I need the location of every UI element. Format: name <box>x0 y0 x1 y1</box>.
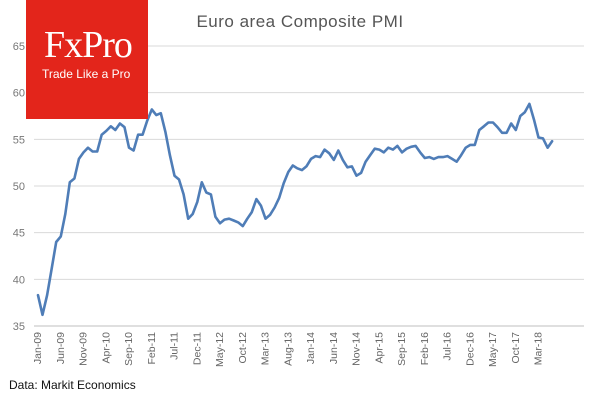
x-tick-label: Dec-16 <box>464 332 476 366</box>
y-tick-label: 35 <box>13 321 25 333</box>
x-tick-label: May-12 <box>214 332 226 367</box>
x-tick-label: Mar-13 <box>260 332 272 365</box>
x-tick-label: Jan-09 <box>32 332 44 364</box>
series-line-composite-pmi <box>36 102 554 317</box>
chart-title: Euro area Composite PMI <box>196 12 404 31</box>
x-tick-label: Sep-15 <box>396 332 408 366</box>
x-tick-label: Jan-14 <box>305 332 317 364</box>
x-tick-label: Sep-10 <box>123 332 135 366</box>
x-tick-label: Jul-11 <box>169 332 181 360</box>
y-axis-ticks: 35 40 45 50 55 60 65 <box>13 41 25 333</box>
x-tick-label: Oct-17 <box>510 332 522 364</box>
x-tick-label: May-17 <box>487 332 499 367</box>
fxpro-logo: FxPro Trade Like a Pro <box>26 0 148 119</box>
logo-tagline: Trade Like a Pro <box>42 67 131 81</box>
x-tick-label: Nov-14 <box>351 332 363 366</box>
y-tick-label: 55 <box>13 134 25 146</box>
x-tick-label: Jun-09 <box>55 332 67 364</box>
y-tick-label: 50 <box>13 181 25 193</box>
x-tick-label: Jul-16 <box>442 332 454 361</box>
y-tick-label: 65 <box>13 41 25 53</box>
y-tick-label: 40 <box>13 274 25 286</box>
y-tick-label: 45 <box>13 228 25 240</box>
x-tick-label: Dec-11 <box>191 332 203 365</box>
x-tick-label: Apr-15 <box>373 332 385 364</box>
x-tick-label: Nov-09 <box>78 332 90 366</box>
x-tick-label: Oct-12 <box>237 332 249 364</box>
x-axis-ticks: Jan-09 Jun-09 Nov-09 Apr-10 Sep-10 Feb-11 Jul-… <box>32 332 545 367</box>
x-tick-label: Aug-13 <box>282 332 294 366</box>
logo-name: FxPro <box>44 24 133 66</box>
data-source: Data: Markit Economics <box>9 378 136 392</box>
x-tick-label: Mar-18 <box>533 332 545 365</box>
x-tick-label: Apr-10 <box>100 332 112 364</box>
x-tick-label: Feb-11 <box>146 332 158 365</box>
y-tick-label: 60 <box>13 88 25 100</box>
x-tick-label: Feb-16 <box>419 332 431 365</box>
x-tick-label: Jun-14 <box>328 332 340 364</box>
